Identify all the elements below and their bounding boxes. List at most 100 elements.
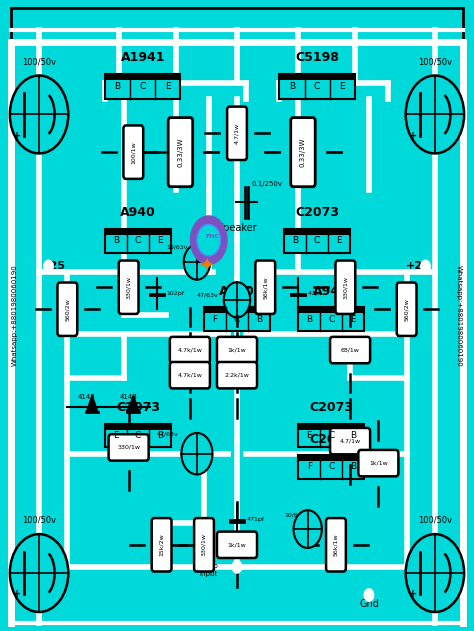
Text: 330/1w: 330/1w: [126, 276, 131, 298]
Text: C: C: [314, 81, 320, 91]
Text: E: E: [350, 315, 356, 324]
Text: B: B: [256, 315, 262, 324]
Text: 330/1w: 330/1w: [343, 276, 348, 298]
Text: B: B: [289, 81, 295, 91]
FancyBboxPatch shape: [217, 362, 257, 388]
Text: 15k/2w: 15k/2w: [159, 533, 164, 556]
Text: +: +: [13, 589, 21, 599]
Text: C: C: [140, 81, 146, 91]
Text: 1k/1w: 1k/1w: [228, 542, 246, 547]
Text: E: E: [339, 81, 345, 91]
Text: +: +: [409, 131, 417, 141]
Text: F: F: [212, 315, 218, 324]
Circle shape: [197, 225, 220, 256]
Text: 4.7k/1w: 4.7k/1w: [177, 373, 202, 378]
Circle shape: [364, 589, 374, 601]
Text: 102pf: 102pf: [166, 291, 184, 296]
Text: +: +: [193, 449, 201, 458]
FancyBboxPatch shape: [326, 518, 346, 572]
Circle shape: [184, 244, 210, 280]
FancyBboxPatch shape: [170, 337, 210, 363]
FancyBboxPatch shape: [204, 307, 270, 314]
Text: 471pf: 471pf: [246, 517, 264, 522]
FancyBboxPatch shape: [194, 518, 214, 572]
FancyBboxPatch shape: [298, 307, 364, 314]
FancyBboxPatch shape: [105, 74, 181, 99]
FancyBboxPatch shape: [170, 362, 210, 388]
Text: C: C: [234, 315, 240, 324]
Text: 100/50v: 100/50v: [22, 516, 56, 525]
FancyBboxPatch shape: [279, 74, 355, 80]
Text: 47/63v: 47/63v: [197, 292, 219, 297]
FancyBboxPatch shape: [105, 74, 181, 80]
FancyBboxPatch shape: [279, 74, 355, 99]
Text: B: B: [113, 236, 119, 245]
Text: 56k/1w: 56k/1w: [263, 276, 268, 298]
FancyBboxPatch shape: [284, 229, 350, 235]
Circle shape: [182, 433, 212, 475]
Text: C: C: [328, 315, 334, 324]
Text: C5198: C5198: [295, 51, 339, 64]
Text: Gnd: Gnd: [359, 599, 379, 610]
FancyBboxPatch shape: [57, 283, 77, 336]
Text: A1941: A1941: [120, 51, 165, 64]
Text: 330/1w: 330/1w: [117, 445, 140, 450]
Text: C: C: [135, 431, 141, 440]
Text: ✦: ✦: [198, 256, 215, 274]
Circle shape: [224, 282, 250, 317]
Text: B: B: [157, 431, 163, 440]
Text: C2073: C2073: [309, 432, 353, 445]
Text: 68/1w: 68/1w: [341, 348, 360, 353]
Text: 47pf: 47pf: [308, 291, 322, 296]
Text: +25: +25: [406, 261, 431, 271]
Circle shape: [10, 76, 68, 153]
Text: Audio
Input: Audio Input: [199, 563, 219, 577]
Text: -25: -25: [46, 261, 65, 271]
Text: B: B: [115, 81, 121, 91]
Text: 0.33/3W: 0.33/3W: [300, 138, 306, 167]
Circle shape: [421, 260, 430, 273]
FancyBboxPatch shape: [255, 261, 275, 314]
Text: E: E: [157, 236, 163, 245]
FancyBboxPatch shape: [358, 450, 398, 476]
FancyBboxPatch shape: [109, 434, 149, 461]
Text: 560/2w: 560/2w: [65, 298, 70, 321]
FancyBboxPatch shape: [298, 423, 364, 447]
Circle shape: [293, 510, 322, 548]
Text: 4148: 4148: [120, 394, 137, 400]
FancyBboxPatch shape: [298, 307, 364, 331]
FancyBboxPatch shape: [291, 117, 315, 187]
Text: 4.7/1w: 4.7/1w: [339, 439, 361, 444]
Text: 47/63v: 47/63v: [157, 432, 179, 437]
Text: 0.1/250v: 0.1/250v: [251, 180, 282, 187]
Text: C: C: [135, 236, 141, 245]
Text: 2.2k/1w: 2.2k/1w: [225, 373, 249, 378]
FancyBboxPatch shape: [336, 261, 356, 314]
Text: B: B: [292, 236, 298, 245]
Text: 100/1w: 100/1w: [131, 141, 136, 163]
FancyBboxPatch shape: [105, 229, 171, 252]
Text: 330/1w: 330/1w: [201, 533, 207, 557]
Polygon shape: [128, 395, 139, 412]
FancyBboxPatch shape: [397, 283, 417, 336]
Circle shape: [406, 534, 464, 612]
Text: 0.33/3W: 0.33/3W: [177, 138, 183, 167]
Text: 100/50v: 100/50v: [418, 57, 452, 66]
Text: F: F: [307, 463, 312, 471]
Text: 100/50v: 100/50v: [418, 516, 452, 525]
Text: E: E: [113, 431, 119, 440]
Text: E: E: [307, 431, 312, 440]
FancyBboxPatch shape: [204, 307, 270, 331]
FancyBboxPatch shape: [284, 229, 350, 252]
Text: 1k/1w: 1k/1w: [228, 348, 246, 353]
Circle shape: [406, 76, 464, 153]
Circle shape: [232, 560, 242, 573]
Text: 10/63v: 10/63v: [284, 513, 306, 518]
Circle shape: [191, 216, 227, 264]
Circle shape: [10, 534, 68, 612]
Text: Whatsapp:+8801980060190: Whatsapp:+8801980060190: [12, 264, 18, 367]
Text: A940: A940: [313, 285, 349, 298]
Text: 4.7k/1w: 4.7k/1w: [177, 348, 202, 353]
Text: A940: A940: [219, 285, 255, 298]
Text: C2073: C2073: [309, 401, 353, 414]
